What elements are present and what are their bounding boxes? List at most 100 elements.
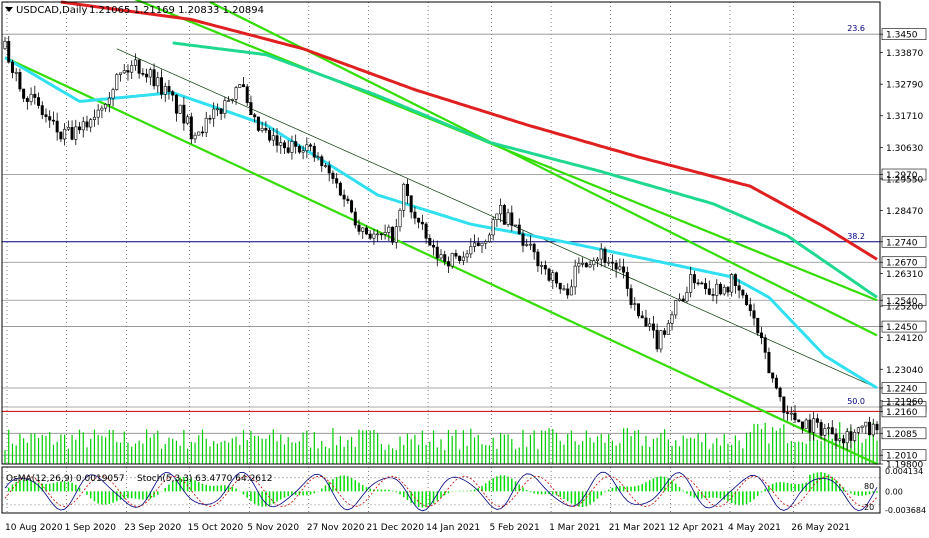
candle-body [301,150,305,153]
candle-body [320,156,324,167]
candle-body [282,142,286,149]
price-label: 1.2160 [886,408,918,418]
candle-body [838,438,842,441]
candle-body [25,98,29,102]
candle-body [700,282,704,285]
candle-body [323,165,327,167]
candle-body [74,126,78,140]
candle-body [815,418,819,423]
price-label: 1.31710 [886,112,923,122]
osma-label: OsMA(12,26,9) 0.0019057 [6,474,125,484]
candle-body [808,419,812,433]
candle-body [711,294,715,296]
candle-body [350,200,354,213]
candle-body [238,84,242,88]
candle-body [223,100,227,114]
candle-body [733,274,737,287]
candle-body [383,232,387,235]
time-axis-label: 10 Aug 2020 [5,523,63,533]
candle-body [167,86,171,92]
price-label: 1.21960 [886,397,923,407]
price-label: 1.2450 [886,323,918,333]
candle-body [353,211,357,226]
price-label: 1.26310 [886,270,923,280]
candle-body [674,300,678,316]
candle-body [707,288,711,295]
candle-body [644,317,648,327]
candle-body [555,272,559,284]
candle-body [178,104,182,114]
candle-body [562,288,566,291]
candle-body [182,104,186,124]
candle-body [59,131,63,140]
candle-body [599,248,603,260]
candle-body [55,120,59,133]
candle-body [484,241,488,244]
candle-body [290,141,294,153]
candle-body [573,265,577,288]
time-axis-label: 26 May 2021 [791,523,850,533]
candle-body [681,298,685,302]
candle-body [476,242,480,247]
price-label: 1.2085 [886,430,918,440]
price-label: 1.3450 [886,31,918,41]
symbol-dropdown-icon[interactable] [5,7,13,12]
candle-body [480,242,484,247]
candle-body [685,292,689,302]
candle-body [759,332,763,339]
candle-body [115,74,119,90]
candle-body [841,438,845,444]
candle-body [558,282,562,290]
candle-body [741,289,745,296]
candle-body [130,65,134,73]
candle-body [614,262,618,270]
candle-body [51,119,55,122]
candle-body [212,108,216,119]
candle-body [89,119,93,128]
candle-body [696,282,700,285]
price-label: 1.2010 [886,452,918,462]
candle-body [152,69,156,87]
candle-body [241,84,245,88]
time-axis-label: 5 Feb 2021 [489,523,539,533]
candle-body [297,146,301,153]
candle-body [536,251,540,267]
candle-body [174,94,178,114]
ema-line [172,41,878,299]
candle-body [618,266,622,270]
stochastic-level-label: 20 [864,503,874,512]
candle-body [603,248,607,263]
candle-body [868,421,872,436]
candle-body [748,304,752,311]
price-label: 1.33870 [886,49,923,59]
candle-body [249,102,253,116]
candle-body [171,91,175,96]
symbol-label: USDCAD,Daily [16,5,87,16]
candle-body [133,59,137,66]
candle-body [256,116,260,131]
candle-body [48,116,52,121]
time-axis-label: 21 Mar 2021 [609,523,666,533]
candle-body [391,226,395,243]
candle-body [335,178,339,184]
candle-body [514,224,518,227]
candle-body [189,116,193,140]
candle-body [22,88,26,99]
candle-body [771,372,775,379]
candle-body [875,423,879,431]
candle-body [718,283,722,295]
price-label: 1.25200 [886,303,923,313]
candle-body [405,183,409,196]
candle-body [830,427,834,435]
candle-body [141,73,145,75]
candle-body [379,233,383,236]
candle-body [376,233,380,236]
candle-body [726,287,730,293]
candle-body [581,262,585,265]
candle-body [517,224,521,235]
candle-body [10,61,14,73]
fibonacci-label: 50.0 [847,397,865,406]
price-label: 1.30630 [886,144,923,154]
candle-body [197,131,201,136]
